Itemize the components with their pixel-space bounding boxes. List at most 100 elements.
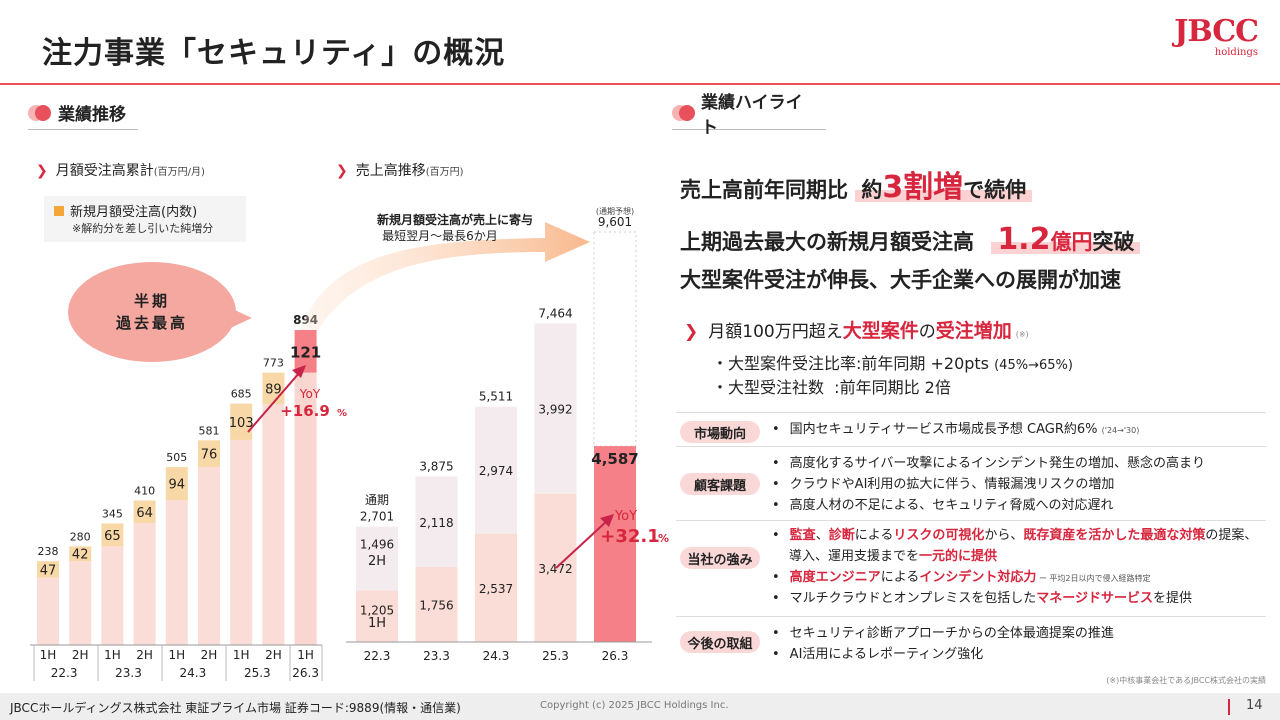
s1b-t1: 導入、運用支援までを (789, 549, 920, 564)
s3-r1: マネージドサービス (1036, 591, 1154, 606)
footer-company: JBCCホールディングス株式会社 東証プライム市場 証券コード:9889(情報・… (10, 701, 461, 715)
yoy-value: +32.1 (600, 526, 660, 547)
page-divider (1228, 699, 1230, 715)
bar-new-label: 121 (290, 343, 321, 361)
tick-label-half: 1H (297, 648, 314, 662)
bar-h1-tag: 1H (368, 616, 386, 631)
bar-h2-label: 1,496 (360, 538, 394, 552)
bubble-line2: 過去最高 (115, 314, 188, 332)
arrow-text-1: 新規月額受注高が売上に寄与 (377, 212, 533, 227)
s1-r4: 既存資産を活かした最適な対策 (1023, 528, 1206, 543)
tick-label-year: 24.3 (180, 666, 207, 680)
highlight-sales-growth: 売上高前年同期比 約3割増で続伸 (680, 162, 1033, 206)
yoy-value: +16.9 (280, 402, 330, 420)
section-title: 業績推移 (58, 105, 126, 125)
s2-r2: インシデント対応力 (919, 570, 1037, 585)
table-row-strength: 当社の強み 監査、診断によるリスクの可視化から、既存資産を活かした最適な対策の提… (676, 520, 1266, 616)
hl1-pre: 売上高前年同期比 (680, 178, 848, 202)
s1-r1: 監査 (789, 528, 816, 543)
chevron-right-icon: ❯ (36, 163, 48, 179)
bar-new-label: 47 (40, 563, 57, 578)
context-table: 市場動向 国内セキュリティサービス市場成長予想 CAGR約6% ('24→'30… (676, 412, 1266, 672)
tick-label-half: 1H (168, 648, 185, 662)
bullet-icon (672, 103, 695, 123)
hl2-post: 突破 (1092, 230, 1135, 254)
chart1-legend: 新規月額受注高(内数) ※解約分を差し引いた純増分 (44, 196, 246, 242)
yoy-arrow-line (247, 371, 301, 433)
footer-copyright: Copyright (c) 2025 JBCC Holdings Inc. (540, 700, 729, 711)
bar-total-label: 685 (231, 388, 252, 401)
record-bubble: 半期 過去最高 (68, 262, 236, 362)
bar-h1-label: 4,587 (591, 450, 638, 468)
bar-new-orders (37, 561, 59, 578)
yoy-arrow-head (600, 514, 614, 527)
bar-new-orders (133, 500, 156, 524)
bar-cumulative (69, 561, 92, 645)
yoy-label: YoY (299, 387, 321, 401)
s1-t3: から、 (984, 528, 1024, 543)
hl1-emphasis: 約3割増で続伸 (855, 170, 1033, 205)
bar-new-orders (165, 467, 188, 501)
forecast-label: (通期予想) (596, 206, 634, 216)
future-items: セキュリティ診断アプローチからの全体最適提案の推進 AI活用によるレポーティング… (772, 623, 1114, 665)
logo-sub: holdings (1214, 47, 1258, 58)
bar-new-orders (101, 523, 124, 547)
tick-label-half: 2H (265, 648, 282, 662)
bar-new-orders (69, 546, 92, 562)
chevron-right-icon: ❯ (684, 322, 699, 342)
footnote: (※)中核事業会社であるJBCC株式会社の実績 (1106, 676, 1266, 685)
s1-r3: リスクの可視化 (893, 528, 985, 543)
bigcase-note: (※) (1015, 330, 1029, 339)
large-deal-heading: ❯ 月額100万円超え大型案件の受注増加 (※) (684, 316, 1029, 343)
section-header-highlights: 業績ハイライト (672, 93, 826, 138)
bar-new-label: 76 (201, 448, 218, 463)
list-item: 高度化するサイバー攻撃によるインシデント発生の増加、懸念の高まり (772, 453, 1205, 474)
bar-cumulative (262, 403, 285, 645)
bar-total-label: 3,875 (419, 460, 453, 474)
tick-label-year: 23.3 (115, 666, 142, 680)
bar-h1 (594, 446, 636, 642)
bar-new-label: 42 (72, 548, 89, 563)
bar-h1-label: 1,205 (360, 603, 394, 617)
bar-total-label: 238 (38, 545, 59, 558)
market-item-text: 国内セキュリティサービス市場成長予想 CAGR約6% (789, 422, 1098, 437)
bar-h1 (534, 493, 577, 642)
bar-h2 (475, 406, 517, 534)
bubble-line1: 半期 (133, 292, 170, 310)
list-item: 高度エンジニアによるインシデント対応力 ー 平均2日以内で侵入経路特定 (772, 567, 1257, 588)
section-header-performance: 業績推移 (28, 96, 138, 130)
ratio-detail: (45%→65%) (994, 358, 1073, 373)
yoy-arrow-line (555, 519, 609, 569)
table-row-customer: 顧客課題 高度化するサイバー攻撃によるインシデント発生の増加、懸念の高まり クラ… (676, 446, 1266, 520)
tick-label-year: 23.3 (423, 649, 450, 663)
bar-h2 (415, 476, 458, 568)
bar-h1-label: 2,537 (479, 582, 513, 596)
chart1-unit: (百万円/月) (153, 167, 205, 178)
tick-label-year: 24.3 (483, 649, 510, 663)
large-deal-companies: ・大型受注社数 :前年同期比 2倍 (712, 378, 951, 397)
flow-arrow (300, 222, 590, 330)
chart1-heading-text: 月額受注高累計 (55, 163, 154, 179)
list-item: 監査、診断によるリスクの可視化から、既存資産を活かした最適な対策の提案、 (772, 525, 1258, 546)
bar-total-label: 505 (166, 451, 187, 464)
bar-h2-tag: 2H (368, 554, 386, 569)
customer-items: 高度化するサイバー攻撃によるインシデント発生の増加、懸念の高まり クラウドやAI… (772, 453, 1205, 516)
s3-t1: マルチクラウドとオンプレミスを包括した (789, 591, 1037, 606)
bar-h2-label: 2,974 (479, 464, 513, 478)
footer: JBCCホールディングス株式会社 東証プライム市場 証券コード:9889(情報・… (0, 693, 1280, 720)
s1-t1: 、 (815, 528, 829, 543)
bar-total-label: 410 (134, 485, 155, 498)
hl2-pre: 上期過去最大の新規月額受注高 (680, 230, 974, 254)
bar-cumulative (294, 372, 317, 645)
bar-new-label: 65 (104, 529, 121, 544)
list-item: クラウドやAI利用の拡大に伴う、情報漏洩リスクの増加 (772, 474, 1205, 495)
hl2-unit: 億円 (1050, 230, 1093, 254)
tick-label-year: 26.3 (602, 649, 629, 663)
bar-h1-label: 1,756 (419, 599, 453, 613)
bar-h2-label: 3,992 (538, 402, 572, 416)
bar-h2-label: 2,118 (419, 516, 453, 530)
bar-total-label: 773 (263, 357, 284, 370)
tick-label-year: 25.3 (244, 666, 271, 680)
bar-h1 (475, 533, 517, 642)
strength-items: 監査、診断によるリスクの可視化から、既存資産を活かした最適な対策の提案、 導入、… (772, 525, 1257, 609)
